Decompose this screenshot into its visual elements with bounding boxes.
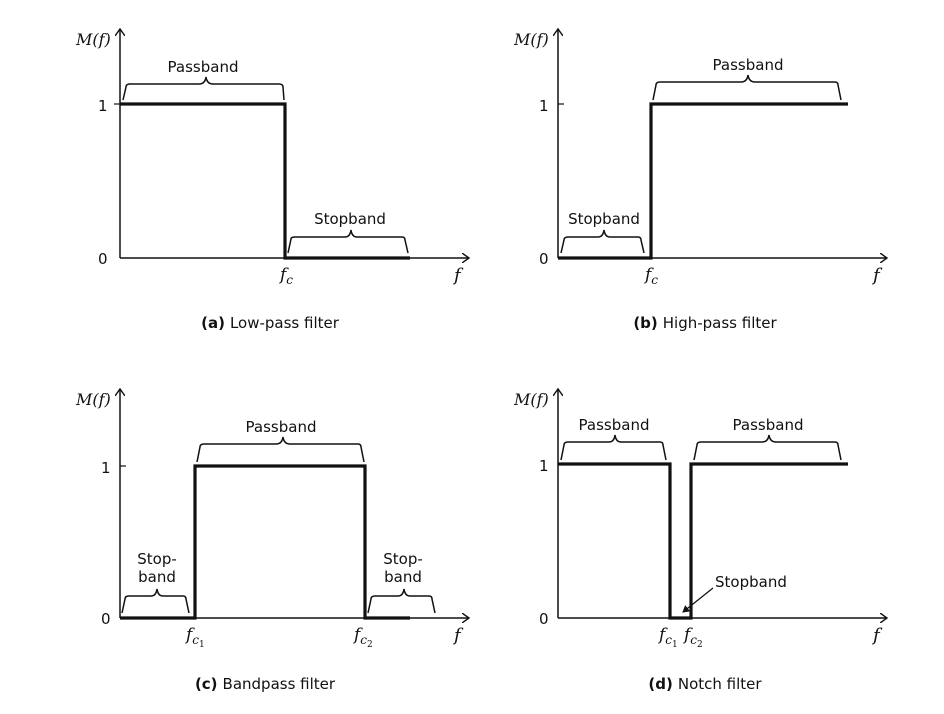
panel-low-pass: M(f) f 1 0 Passband Stopband fc (a) Low-p… [75, 30, 468, 332]
stopband-label-left: Stop-band [137, 550, 177, 586]
cutoff-label-2: fc2 [682, 625, 703, 650]
tick-label-0: 0 [101, 610, 111, 628]
cutoff-label-1: fc1 [184, 625, 205, 650]
tick-label-0: 0 [539, 250, 549, 268]
x-axis-label: f [871, 265, 883, 286]
stopband-brace-left [121, 588, 190, 614]
cutoff-label-2: fc2 [352, 625, 373, 650]
y-axis-label: M(f) [513, 390, 549, 409]
stopband-label: Stopband [715, 573, 787, 591]
passband-label: Passband [168, 58, 239, 76]
stopband-label: Stopband [568, 210, 640, 228]
tick-label-0: 0 [539, 610, 549, 628]
tick-label-1: 1 [98, 97, 108, 115]
panel-bandpass: M(f) f 1 0 Stop-band Passband Stop-band … [75, 390, 468, 693]
stopband-brace [560, 229, 645, 254]
stopband-label-right: Stop-band [383, 550, 423, 586]
y-axis-label: M(f) [75, 30, 111, 49]
x-axis-label: f [871, 625, 883, 646]
passband-label-right: Passband [733, 416, 804, 434]
passband-brace-right [693, 434, 842, 461]
tick-label-1: 1 [539, 457, 549, 475]
tick-label-0: 0 [98, 250, 108, 268]
magnitude-response [120, 102, 410, 260]
passband-label: Passband [246, 418, 317, 436]
magnitude-response [120, 464, 410, 620]
tick-label-1: 1 [539, 97, 549, 115]
x-axis-label: f [452, 625, 464, 646]
caption-bandpass: (c) Bandpass filter [195, 675, 336, 693]
cutoff-label: fc [643, 265, 658, 287]
passband-label-left: Passband [579, 416, 650, 434]
magnitude-response [558, 102, 848, 260]
y-axis-label: M(f) [513, 30, 549, 49]
stopband-brace [287, 229, 409, 254]
x-axis-label: f [452, 265, 464, 286]
caption-notch: (d) Notch filter [648, 675, 762, 693]
cutoff-label: fc [278, 265, 293, 287]
caption-high-pass: (b) High-pass filter [633, 314, 777, 332]
passband-brace [122, 76, 285, 101]
magnitude-response [558, 462, 848, 620]
stopband-label: Stopband [314, 210, 386, 228]
cutoff-label-1: fc1 [657, 625, 678, 650]
caption-low-pass: (a) Low-pass filter [201, 314, 340, 332]
passband-brace [196, 436, 365, 463]
panel-notch: M(f) f 1 0 Passband Passband Stopband fc… [513, 390, 886, 693]
tick-label-1: 1 [101, 459, 111, 477]
passband-brace-left [560, 434, 667, 461]
stopband-pointer [682, 587, 714, 613]
passband-label: Passband [713, 56, 784, 74]
panel-high-pass: M(f) f 1 0 Stopband Passband fc (b) High-… [513, 30, 886, 332]
y-axis-label: M(f) [75, 390, 111, 409]
passband-brace [652, 74, 842, 101]
stopband-brace-right [367, 588, 436, 614]
